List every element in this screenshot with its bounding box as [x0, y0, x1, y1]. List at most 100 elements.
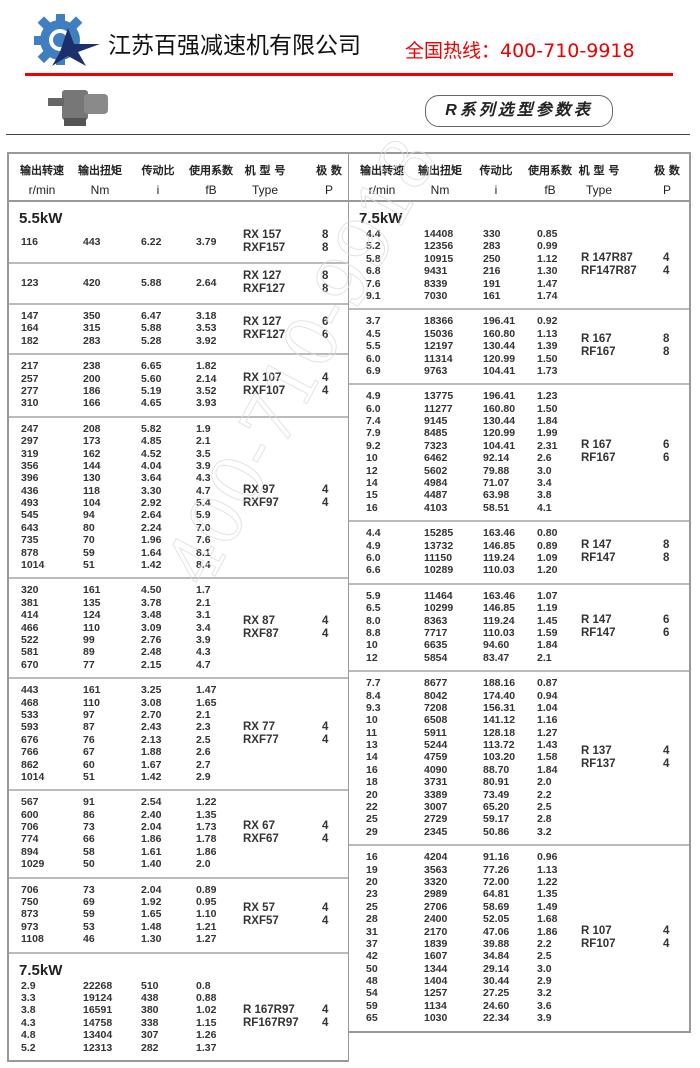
ratio-cell: 113.72 [483, 739, 515, 752]
ratio-cell: 22.34 [483, 1012, 510, 1025]
speed-cell: 31 [366, 925, 378, 938]
service-factor-cell: 1.47 [196, 684, 217, 697]
service-factor-cell: 4.1 [537, 501, 552, 514]
pole-value: 8 [322, 242, 329, 254]
table-row: 1014 51 1.42 2.9 [9, 771, 348, 783]
torque-cell: 12356 [424, 240, 454, 253]
model-types: RX 57 RXF57 [243, 884, 279, 946]
torque-cell: 50 [83, 858, 95, 871]
torque-cell: 10289 [424, 564, 454, 577]
ratio-cell: 438 [141, 991, 159, 1004]
speed-cell: 5.5 [366, 340, 381, 353]
ratio-cell: 196.41 [483, 390, 516, 403]
group-rows: 123 420 5.88 2.64 RX 127 RXF127 8 8 [9, 269, 348, 297]
model-group: 4.9 13775 196.41 1.23 6.0 11277 160.80 1.50 7.4 9… [349, 385, 689, 523]
column-header-unit: Type [251, 183, 278, 197]
model-types: RX 107 RXF107 [243, 360, 285, 410]
table-row: 9.2 7323 104.41 2.31 [349, 440, 689, 452]
speed-cell: 12 [366, 651, 378, 664]
ratio-cell: 510 [141, 979, 159, 992]
service-factor-cell: 1.04 [537, 701, 558, 714]
power-heading: 7.5kW [19, 961, 63, 979]
torque-cell: 14408 [424, 228, 454, 240]
model-type: RX 97 [243, 484, 275, 497]
model-group: 5.5kW 116 443 6.22 3.79 RX 157 RXF157 8 8 [9, 202, 348, 264]
speed-cell: 277 [21, 384, 39, 397]
model-types: RX 157 RXF157 [243, 228, 285, 256]
ratio-cell: 1.42 [141, 559, 162, 572]
ratio-cell: 307 [141, 1029, 159, 1042]
service-factor-cell: 1.15 [196, 1016, 217, 1029]
service-factor-cell: 1.13 [537, 863, 558, 876]
speed-cell: 319 [21, 447, 39, 460]
table-row: 5.2 12313 282 1.37 [9, 1042, 348, 1054]
ratio-cell: 5.88 [141, 322, 162, 335]
torque-cell: 173 [83, 435, 101, 448]
hotline: 全国热线：400-710-9918 [405, 40, 635, 62]
pole-value: 8 [663, 333, 670, 346]
torque-cell: 144 [83, 459, 101, 472]
ratio-cell: 163.46 [483, 589, 516, 602]
service-factor-cell: 1.99 [537, 427, 558, 440]
speed-cell: 4.8 [21, 1029, 36, 1042]
torque-cell: 2989 [424, 888, 448, 901]
column-header-cn: 输出扭矩 [78, 164, 122, 177]
ratio-cell: 2.48 [141, 646, 162, 659]
ratio-cell: 282 [141, 1041, 159, 1054]
ratio-cell: 4.04 [141, 459, 162, 472]
ratio-cell: 77.26 [483, 863, 510, 876]
pole-value: 4 [322, 833, 329, 846]
torque-cell: 3563 [424, 863, 448, 876]
table-row: 493 104 2.92 5.4 [9, 497, 348, 509]
company-name: 江苏百强减速机有限公司 [108, 33, 361, 59]
model-type: R 167R97 [243, 1003, 295, 1016]
ratio-cell: 380 [141, 1004, 159, 1017]
ratio-cell: 5.82 [141, 422, 162, 435]
torque-cell: 350 [83, 310, 101, 322]
table-row: 5.9 11464 163.46 1.07 [349, 590, 689, 602]
torque-cell: 110 [83, 621, 100, 634]
ratio-cell: 58.51 [483, 501, 510, 514]
service-factor-cell: 1.73 [537, 364, 558, 377]
table-row: 4.4 14408 330 0.85 [349, 228, 689, 240]
torque-cell: 443 [83, 236, 101, 248]
table-row: 6.0 11277 160.80 1.50 [349, 403, 689, 415]
group-rows: 217 238 6.65 1.82 257 200 5.60 2.14 277 186 5.19 3.… [9, 360, 348, 410]
service-factor-cell: 1.19 [537, 602, 558, 615]
torque-cell: 161 [83, 684, 101, 697]
model-type: RXF87 [243, 627, 279, 640]
speed-cell: 9.3 [366, 701, 381, 714]
ratio-cell: 3.30 [141, 484, 162, 497]
model-group: 123 420 5.88 2.64 RX 127 RXF127 8 8 [9, 264, 348, 305]
service-factor-cell: 1.22 [537, 875, 558, 888]
gear-motor-image [48, 90, 108, 126]
speed-cell: 217 [21, 360, 39, 373]
torque-cell: 1839 [424, 937, 448, 950]
pole-value: 4 [322, 497, 329, 510]
speed-cell: 247 [21, 422, 39, 435]
group-rows: 443 161 3.25 1.47 468 110 3.08 1.65 533 97 2.70 2.1… [9, 684, 348, 783]
model-type: R 137 [581, 744, 612, 757]
speed-cell: 7.7 [366, 677, 381, 690]
torque-cell: 2400 [424, 913, 448, 926]
column-header: 输出扭矩 Nm [411, 154, 469, 197]
speed-cell: 670 [21, 658, 39, 671]
table-row: 310 166 4.65 3.93 [9, 397, 348, 409]
ratio-cell: 2.76 [141, 633, 162, 646]
torque-cell: 3731 [424, 776, 448, 789]
pole-value: 8 [663, 538, 670, 551]
torque-cell: 130 [83, 472, 101, 485]
service-factor-cell: 2.1 [196, 435, 211, 448]
pole-value: 6 [663, 626, 670, 639]
service-factor-cell: 3.79 [196, 236, 217, 248]
ratio-cell: 2.92 [141, 497, 162, 510]
table-row: 6.6 10289 110.03 1.20 [349, 564, 689, 576]
torque-cell: 94 [83, 509, 95, 522]
speed-cell: 320 [21, 584, 39, 597]
model-types: R 147 RF147 [581, 590, 616, 664]
pole-value: 8 [322, 229, 329, 241]
column-header: 传动比 i [467, 154, 525, 197]
speed-cell: 1029 [21, 858, 45, 871]
